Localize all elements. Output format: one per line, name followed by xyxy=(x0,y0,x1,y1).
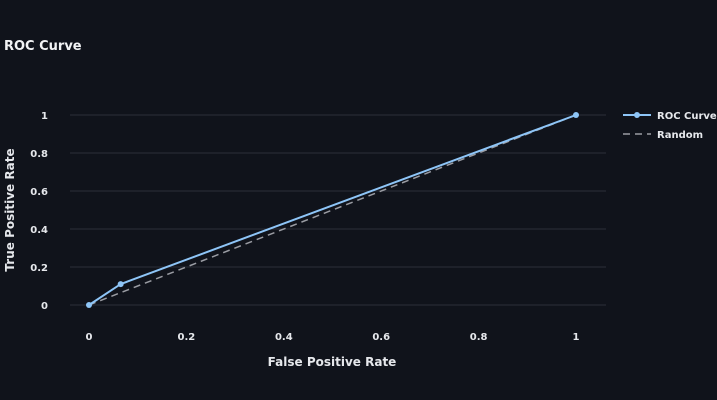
y-tick-label-1: 0.2 xyxy=(30,263,48,274)
x-tick-label-2: 0.4 xyxy=(275,332,293,343)
y-tick-label-2: 0.4 xyxy=(30,225,48,236)
x-tick-label-4: 0.8 xyxy=(470,332,488,343)
legend-marker-roc-curve xyxy=(634,112,640,118)
data-point-roc-curve-0[interactable] xyxy=(86,302,92,308)
x-tick-label-1: 0.2 xyxy=(178,332,196,343)
data-point-roc-curve-2[interactable] xyxy=(573,112,579,118)
grid-lines xyxy=(70,114,606,306)
legend-item-roc-curve[interactable]: ROC Curve xyxy=(623,111,717,122)
legend[interactable]: ROC Curve Random xyxy=(623,111,717,141)
y-tick-label-0: 0 xyxy=(41,301,48,312)
tick-labels: 0 0.2 0.4 0.6 0.8 1 0 0.2 0.4 0.6 0.8 1 xyxy=(30,111,579,343)
y-tick-label-3: 0.6 xyxy=(30,187,48,198)
legend-label-random: Random xyxy=(657,130,703,141)
x-tick-label-5: 1 xyxy=(573,332,580,343)
x-tick-label-0: 0 xyxy=(86,332,93,343)
data-point-roc-curve-1[interactable] xyxy=(117,281,124,288)
legend-label-roc-curve: ROC Curve xyxy=(657,111,717,122)
y-axis-title: True Positive Rate xyxy=(3,148,17,271)
x-tick-label-3: 0.6 xyxy=(372,332,390,343)
y-tick-label-4: 0.8 xyxy=(30,149,48,160)
plot-area xyxy=(86,112,579,308)
y-tick-label-5: 1 xyxy=(41,111,48,122)
legend-item-random[interactable]: Random xyxy=(623,130,703,141)
x-axis-title: False Positive Rate xyxy=(268,355,397,369)
series-line-random xyxy=(88,114,577,306)
chart-title: ROC Curve xyxy=(4,39,82,54)
